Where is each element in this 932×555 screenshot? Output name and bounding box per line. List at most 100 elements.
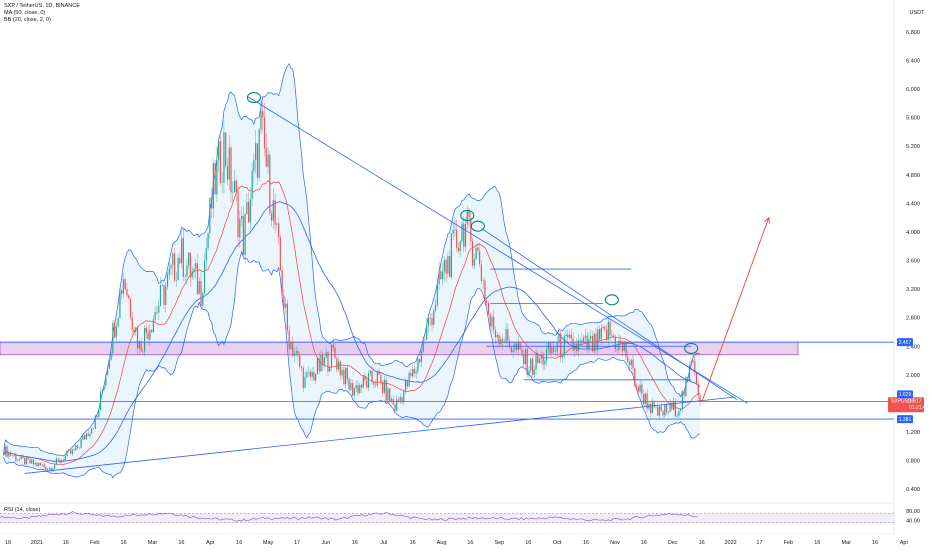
- candle: [66, 450, 68, 457]
- candle-body: [89, 433, 91, 437]
- candle-body: [699, 395, 701, 403]
- candle: [383, 375, 386, 395]
- candle-body: [283, 295, 285, 308]
- candle-body: [577, 340, 579, 352]
- candle-body: [251, 170, 253, 200]
- candle-body: [487, 302, 490, 315]
- candle-body: [84, 435, 86, 440]
- candle: [159, 276, 162, 307]
- candle: [438, 261, 440, 291]
- candle-body: [248, 202, 250, 223]
- candle-body: [196, 263, 199, 295]
- candle-body: [653, 402, 655, 408]
- time-tick-label: 16: [641, 540, 647, 546]
- candle-body: [295, 351, 297, 354]
- candle-body: [456, 229, 458, 248]
- candle-body: [586, 335, 588, 350]
- candle-body: [360, 385, 363, 388]
- candle-body: [173, 253, 176, 281]
- candle-body: [523, 355, 525, 364]
- candle-body: [614, 336, 616, 350]
- candles: [4, 99, 701, 473]
- candle-body: [565, 334, 567, 336]
- candle-body: [558, 333, 560, 343]
- candle: [463, 216, 465, 253]
- candle: [353, 386, 356, 400]
- candle-body: [420, 351, 423, 363]
- candle-body: [278, 223, 280, 238]
- candle: [166, 271, 169, 290]
- candle-body: [635, 385, 638, 387]
- candle: [646, 389, 648, 413]
- candle-body: [41, 464, 43, 466]
- candle: [604, 325, 606, 332]
- candle: [507, 323, 509, 347]
- candle-body: [450, 233, 453, 278]
- candle: [355, 380, 357, 393]
- candle: [172, 251, 174, 275]
- candle: [31, 458, 33, 465]
- candle: [558, 328, 560, 348]
- candle: [290, 341, 292, 351]
- candle-body: [697, 384, 699, 396]
- candle: [313, 366, 315, 382]
- candle-body: [253, 159, 255, 171]
- candle-body: [572, 338, 574, 351]
- candle-body: [486, 300, 488, 303]
- legend-ma: MA (50, close, 0): [4, 10, 46, 16]
- candle-body: [651, 402, 654, 414]
- candle: [267, 147, 269, 174]
- candle-body: [680, 408, 682, 411]
- candle: [149, 323, 151, 347]
- candle: [521, 346, 523, 358]
- candle-body: [235, 180, 237, 192]
- candle: [22, 454, 24, 459]
- candle: [530, 357, 532, 374]
- upper-trendline: [481, 228, 738, 401]
- candle-body: [544, 360, 546, 365]
- candle: [352, 379, 354, 397]
- legend-rsi: RSI (14, close): [4, 507, 41, 513]
- candle: [487, 299, 490, 317]
- candle: [237, 185, 239, 247]
- candle: [410, 369, 412, 379]
- candle-body: [184, 275, 186, 277]
- candle-body: [66, 451, 68, 457]
- candle-body: [505, 329, 507, 343]
- candle-body: [665, 404, 668, 413]
- candle: [628, 359, 631, 371]
- candle-body: [355, 385, 357, 389]
- candle: [198, 277, 200, 295]
- candle-body: [637, 386, 639, 392]
- time-tick-label: 17: [756, 540, 762, 546]
- candle: [188, 252, 190, 270]
- candle-body: [45, 467, 47, 470]
- candle: [286, 299, 289, 335]
- candle: [371, 365, 373, 384]
- candle-body: [143, 327, 146, 352]
- candle-body: [119, 290, 121, 318]
- price-tick-label: 6.800: [906, 30, 920, 36]
- candle: [417, 355, 419, 375]
- candle-body: [290, 341, 292, 350]
- candle: [501, 334, 504, 350]
- time-tick-label: Mar: [148, 540, 158, 546]
- candle: [620, 335, 622, 343]
- candle: [420, 349, 423, 367]
- candle-body: [440, 270, 442, 280]
- candle: [512, 343, 514, 358]
- price-tick-label: 2.800: [906, 316, 920, 322]
- candle-body: [226, 165, 229, 180]
- candle-body: [135, 327, 137, 333]
- nov-top-highlight: [604, 294, 619, 306]
- candle: [161, 283, 163, 287]
- price-tag-bg: [897, 390, 913, 399]
- candle: [332, 337, 334, 352]
- last-price-tag-bg: [888, 397, 924, 413]
- candle: [68, 448, 70, 452]
- candle: [480, 260, 482, 285]
- candle-body: [329, 367, 331, 372]
- candle: [278, 217, 280, 245]
